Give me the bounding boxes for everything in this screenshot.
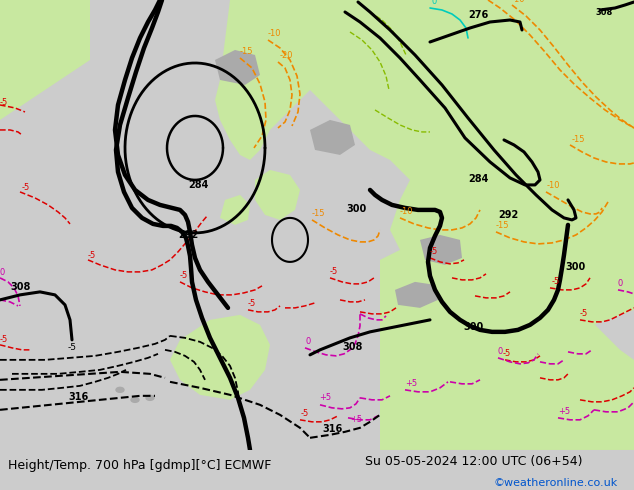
Text: -5: -5 (330, 267, 339, 276)
Text: 0: 0 (305, 337, 310, 346)
Text: -5: -5 (503, 349, 511, 358)
Polygon shape (420, 235, 462, 265)
Text: 308: 308 (595, 8, 612, 17)
Text: 292: 292 (178, 230, 198, 240)
Text: -10: -10 (512, 0, 526, 4)
Text: 316: 316 (68, 392, 88, 402)
Text: 292: 292 (498, 210, 518, 220)
Text: Height/Temp. 700 hPa [gdmp][°C] ECMWF: Height/Temp. 700 hPa [gdmp][°C] ECMWF (8, 459, 271, 471)
Text: 0: 0 (618, 279, 623, 288)
Text: -10: -10 (547, 181, 560, 190)
Text: -15: -15 (240, 47, 254, 56)
Text: +5: +5 (558, 407, 570, 416)
Text: -15: -15 (312, 209, 325, 218)
Text: 300: 300 (565, 262, 585, 272)
Text: 0: 0 (432, 0, 437, 6)
Text: 284: 284 (188, 180, 209, 190)
Text: -5: -5 (580, 309, 588, 318)
Text: 316: 316 (322, 424, 342, 434)
Text: -10: -10 (268, 29, 281, 38)
Text: 300: 300 (463, 322, 483, 332)
Text: 300: 300 (346, 204, 366, 214)
Text: +5: +5 (405, 379, 417, 388)
Text: -15: -15 (496, 221, 510, 230)
Polygon shape (220, 195, 250, 225)
Text: 0: 0 (0, 268, 5, 277)
Text: -15: -15 (572, 135, 586, 144)
Text: -5: -5 (22, 183, 30, 192)
Polygon shape (215, 50, 260, 85)
Text: -5: -5 (301, 409, 309, 418)
Text: -5: -5 (248, 299, 256, 308)
Polygon shape (380, 250, 634, 450)
Text: +5: +5 (319, 393, 331, 402)
Text: -5: -5 (430, 247, 438, 256)
Polygon shape (395, 282, 438, 308)
Text: -20: -20 (280, 51, 294, 60)
Text: 284: 284 (468, 174, 488, 184)
Ellipse shape (146, 395, 154, 400)
Polygon shape (170, 315, 270, 400)
Polygon shape (310, 0, 634, 340)
Polygon shape (310, 120, 355, 155)
Text: +5: +5 (350, 415, 362, 424)
Polygon shape (0, 0, 90, 120)
Text: ©weatheronline.co.uk: ©weatheronline.co.uk (493, 478, 618, 488)
Polygon shape (255, 170, 300, 220)
Ellipse shape (131, 397, 139, 402)
Text: -5: -5 (552, 277, 560, 286)
Ellipse shape (116, 387, 124, 392)
Text: 0: 0 (498, 347, 503, 356)
Text: 308: 308 (342, 342, 363, 352)
Text: -5: -5 (0, 98, 8, 107)
Polygon shape (380, 375, 634, 450)
Text: -5: -5 (68, 343, 77, 352)
Text: -5: -5 (180, 271, 188, 280)
Text: -5: -5 (0, 335, 8, 344)
Text: -5: -5 (88, 251, 96, 260)
Polygon shape (215, 0, 310, 160)
Text: -15: -15 (488, 0, 501, 2)
Text: 308: 308 (10, 282, 30, 292)
Text: -10: -10 (400, 207, 413, 216)
Text: Su 05-05-2024 12:00 UTC (06+54): Su 05-05-2024 12:00 UTC (06+54) (365, 455, 582, 468)
Text: 276: 276 (468, 10, 488, 20)
